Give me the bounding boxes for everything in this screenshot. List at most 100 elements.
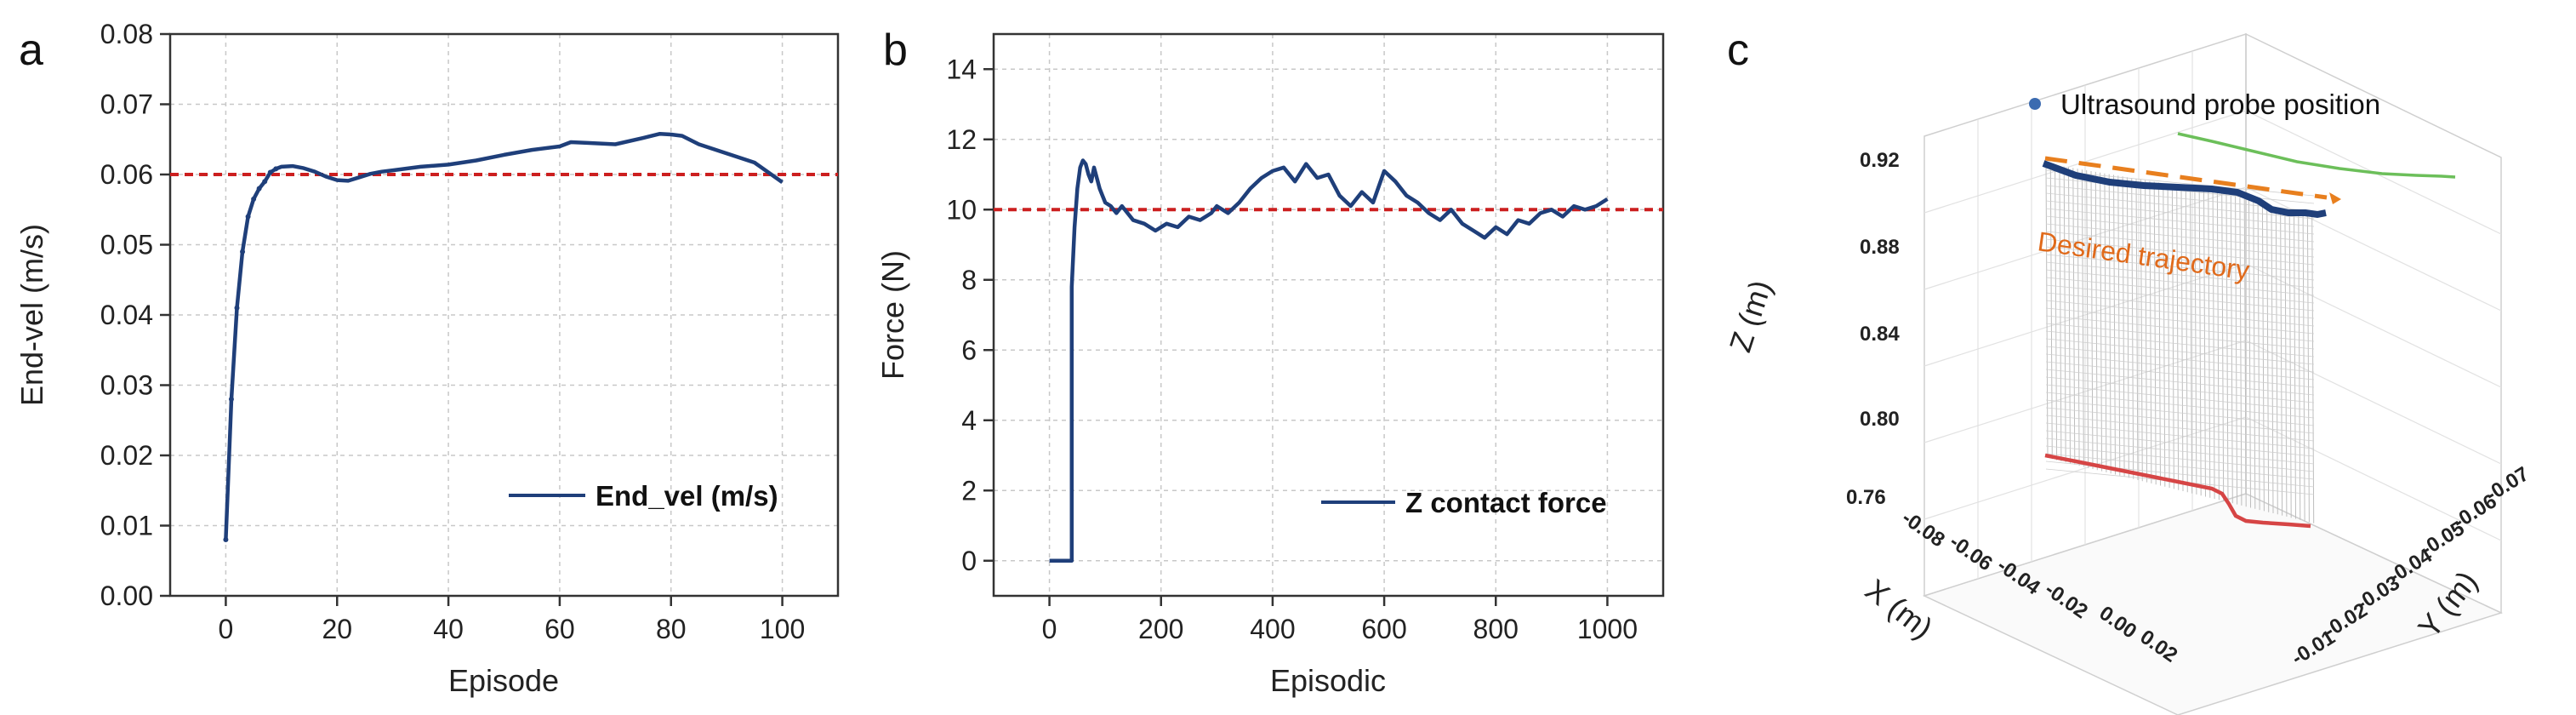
panel-c-scan-row [2045,338,2315,365]
panel-c-scan-row [2045,346,2315,373]
panel-c-3d-box [1922,32,2504,715]
b-y-tick-label: 8 [961,265,977,295]
a-data-point [262,179,268,185]
panel-c-z-tick: 0.92 [1860,149,1900,172]
a-y-tick-label: 0.05 [100,230,153,260]
panel-b-legend: Z contact force [1321,487,1607,518]
panel-c-scan-row [2045,369,2315,396]
b-x-tick-label: 400 [1250,614,1295,644]
panel-c-gridline [2245,186,2502,312]
panel-c-scan-line [2216,192,2220,500]
a-x-tick-label: 40 [433,614,464,644]
panel-c-probe-path [2042,160,2327,219]
panel-c-scan-row [2045,415,2315,442]
panel-c-scan-row [2045,231,2315,258]
panel-c-scan-row [2045,323,2315,350]
panel-c-scan-line [2235,196,2238,505]
panel-a-legend: End_vel (m/s) [509,480,778,512]
panel-c-letter: c [1727,26,1749,75]
panel-c-scan-line [2198,189,2202,496]
a-data-point [273,166,279,172]
b-x-tick-label: 1000 [1577,614,1638,644]
panel-c-scan-line [2113,174,2116,475]
panel-c-z-axis-label: Z (m) [1723,276,1779,356]
panel-c-scan-line [2045,163,2049,459]
panel-c-scan-line [2230,195,2233,504]
panel-c-scan-line [2063,166,2066,463]
b-y-tick-label: 12 [946,124,977,155]
panel-c-desired-trajectory [2044,156,2328,200]
panel-c-scan-row [2045,445,2315,472]
panel-c-floor-projection [2044,453,2311,529]
panel-c-scan-line [2253,201,2256,509]
panel-c-scan-row [2045,223,2315,250]
panel-c-scan-row [2045,422,2315,449]
panel-c-scan-row [2045,315,2315,342]
panel-c-scan-row [2045,330,2315,358]
panel-c-scan-row [2045,246,2315,273]
panel-c-scan-line [2108,174,2112,474]
a-y-tick-label: 0.08 [100,19,153,49]
panel-c-gridline [2245,340,2502,465]
panel-c-scan-row [2045,284,2315,312]
panel-c-scan-row [2045,200,2315,227]
a-data-point [240,249,246,255]
panel-c-x-tick: -0.08 [1898,506,1949,552]
panel-c-scan-row [2045,384,2315,411]
panel-c-scan-row [2045,215,2315,243]
panel-c-scan-line [2311,216,2315,523]
a-x-tick-label: 80 [656,614,687,644]
panel-b-legend-label: Z contact force [1405,487,1607,518]
panel-c-legend-marker [2029,98,2041,110]
panel-c-gridline [2245,263,2502,388]
panel-c-scan-line [2306,215,2310,523]
a-y-tick-label: 0.03 [100,370,153,401]
a-data-point [267,169,273,175]
panel-a-y-axis-label: End-vel (m/s) [14,224,49,406]
panel-c-scan-row [2045,300,2315,327]
panel-c-scan-row [2045,453,2315,480]
panel-c-scan-row [2045,353,2315,380]
b-x-tick-label: 200 [1138,614,1183,644]
panel-b-frame [992,32,1665,598]
panel-c-scan-row [2045,376,2315,403]
panel-c-scan-row [2045,277,2315,304]
b-y-tick-label: 2 [961,475,977,506]
panel-c-scan-row [2045,254,2315,281]
panel-c-trajectory-arrow-icon [2329,192,2341,204]
a-y-tick-label: 0.06 [100,159,153,190]
panel-c-scan-row [2045,261,2315,289]
panel-c-scan-row [2045,192,2315,220]
panel-a-series [223,131,784,542]
panel-a-legend-label: End_vel (m/s) [596,480,778,512]
panel-c-legend-label: Ultrasound probe position [2060,89,2380,120]
b-x-tick-label: 600 [1361,614,1406,644]
panel-c-scan-line [2248,199,2251,508]
panel-c-scan-line [2086,170,2089,468]
panel-c-scan-curtain [2045,163,2315,523]
panel-c-scan-line [2302,214,2305,522]
a-data-point [234,305,240,311]
panel-c-scan-line [2135,178,2139,481]
panel-c-scan-line [2239,197,2243,506]
panel-c-scan-row [2045,292,2315,319]
panel-c-scan-line [2049,163,2053,460]
a-x-tick-label: 0 [219,614,234,644]
a-y-tick-label: 0.01 [100,511,153,541]
panel-b-letter: b [883,26,908,75]
panel-a-ticks: 0 20 40 60 80 100 0.00 0.01 0.02 0.03 0.04 0.05 0.06… [100,19,806,644]
panel-c-scan-line [2153,181,2157,485]
panel-c-scan-row [2045,407,2315,434]
a-data-point [245,214,251,220]
a-x-tick-label: 100 [760,614,805,644]
a-x-tick-label: 20 [322,614,352,644]
panel-c-top-projection [2177,132,2456,179]
panel-c-scan-line [2257,202,2260,511]
panel-c-scan-line [2261,203,2265,512]
a-y-tick-label: 0.04 [100,300,153,330]
panel-c-scan-row [2045,169,2315,197]
panel-c-scan-line [2100,172,2103,472]
panel-c-scan-line [2117,175,2121,476]
